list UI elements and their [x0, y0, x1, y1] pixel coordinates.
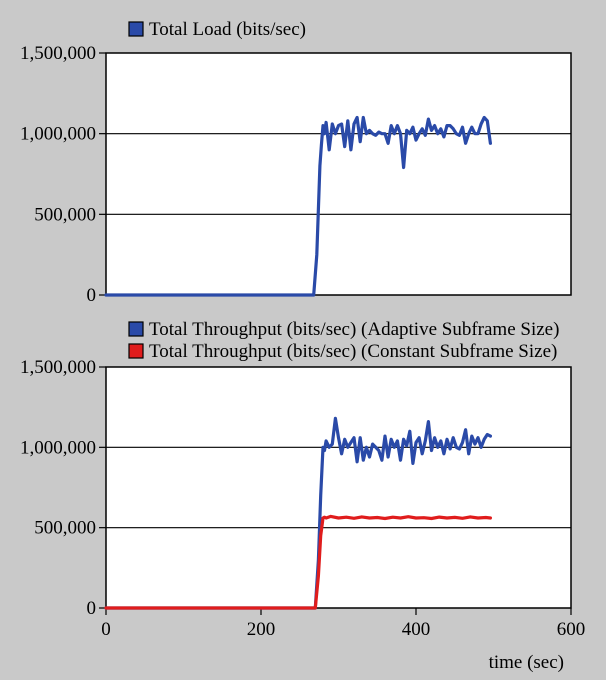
x-axis-label: time (sec) — [489, 652, 564, 673]
load-legend-label: Total Load (bits/sec) — [149, 19, 306, 40]
load-y-tick-label: 1,500,000 — [20, 43, 96, 64]
throughput-y-tick-label: 1,000,000 — [20, 437, 96, 458]
throughput-y-tick-label: 500,000 — [34, 518, 96, 539]
load-gridlines — [106, 133, 571, 215]
throughput-gridlines — [106, 446, 571, 529]
load-plot-area — [105, 52, 572, 296]
throughput-series-0-line — [104, 416, 492, 610]
load-y-axis: 0 500,000 1,000,000 1,500,000 — [20, 43, 106, 306]
throughput-y-tick-label: 1,500,000 — [20, 357, 96, 378]
load-legend: Total Load (bits/sec) — [128, 19, 306, 40]
load-series-0-line — [104, 115, 492, 297]
x-tick-label: 600 — [557, 619, 586, 640]
throughput-legend-label: Total Throughput (bits/sec) (Constant Su… — [149, 341, 557, 362]
x-tick-label: 400 — [402, 619, 431, 640]
load-y-tick-label: 0 — [87, 285, 97, 306]
throughput-legend-label: Total Throughput (bits/sec) (Adaptive Su… — [149, 319, 559, 340]
throughput-legend-swatch — [128, 321, 144, 337]
load-series-group — [104, 115, 492, 297]
load-y-tick-label: 1,000,000 — [20, 124, 96, 145]
x-tick-label: 0 — [101, 619, 111, 640]
throughput-x-axis: 0 200 400 600 — [101, 608, 585, 640]
x-tick-label: 200 — [247, 619, 276, 640]
load-legend-swatch — [128, 21, 144, 37]
throughput-series-1-line — [104, 514, 492, 610]
load-chart-panel: 0 500,000 1,000,000 1,500,000 Total Load (b… — [20, 19, 572, 306]
throughput-legend-swatch — [128, 343, 144, 359]
throughput-y-axis: 0 500,000 1,000,000 1,500,000 — [20, 357, 106, 619]
throughput-legend: Total Throughput (bits/sec) (Adaptive Su… — [128, 319, 559, 362]
throughput-y-tick-label: 0 — [87, 598, 97, 619]
load-y-tick-label: 500,000 — [34, 204, 96, 225]
throughput-plot-area — [105, 366, 572, 609]
throughput-chart-panel: 0 500,000 1,000,000 1,500,000 0 200 400 600 To… — [20, 319, 585, 673]
throughput-series-group — [104, 416, 492, 610]
